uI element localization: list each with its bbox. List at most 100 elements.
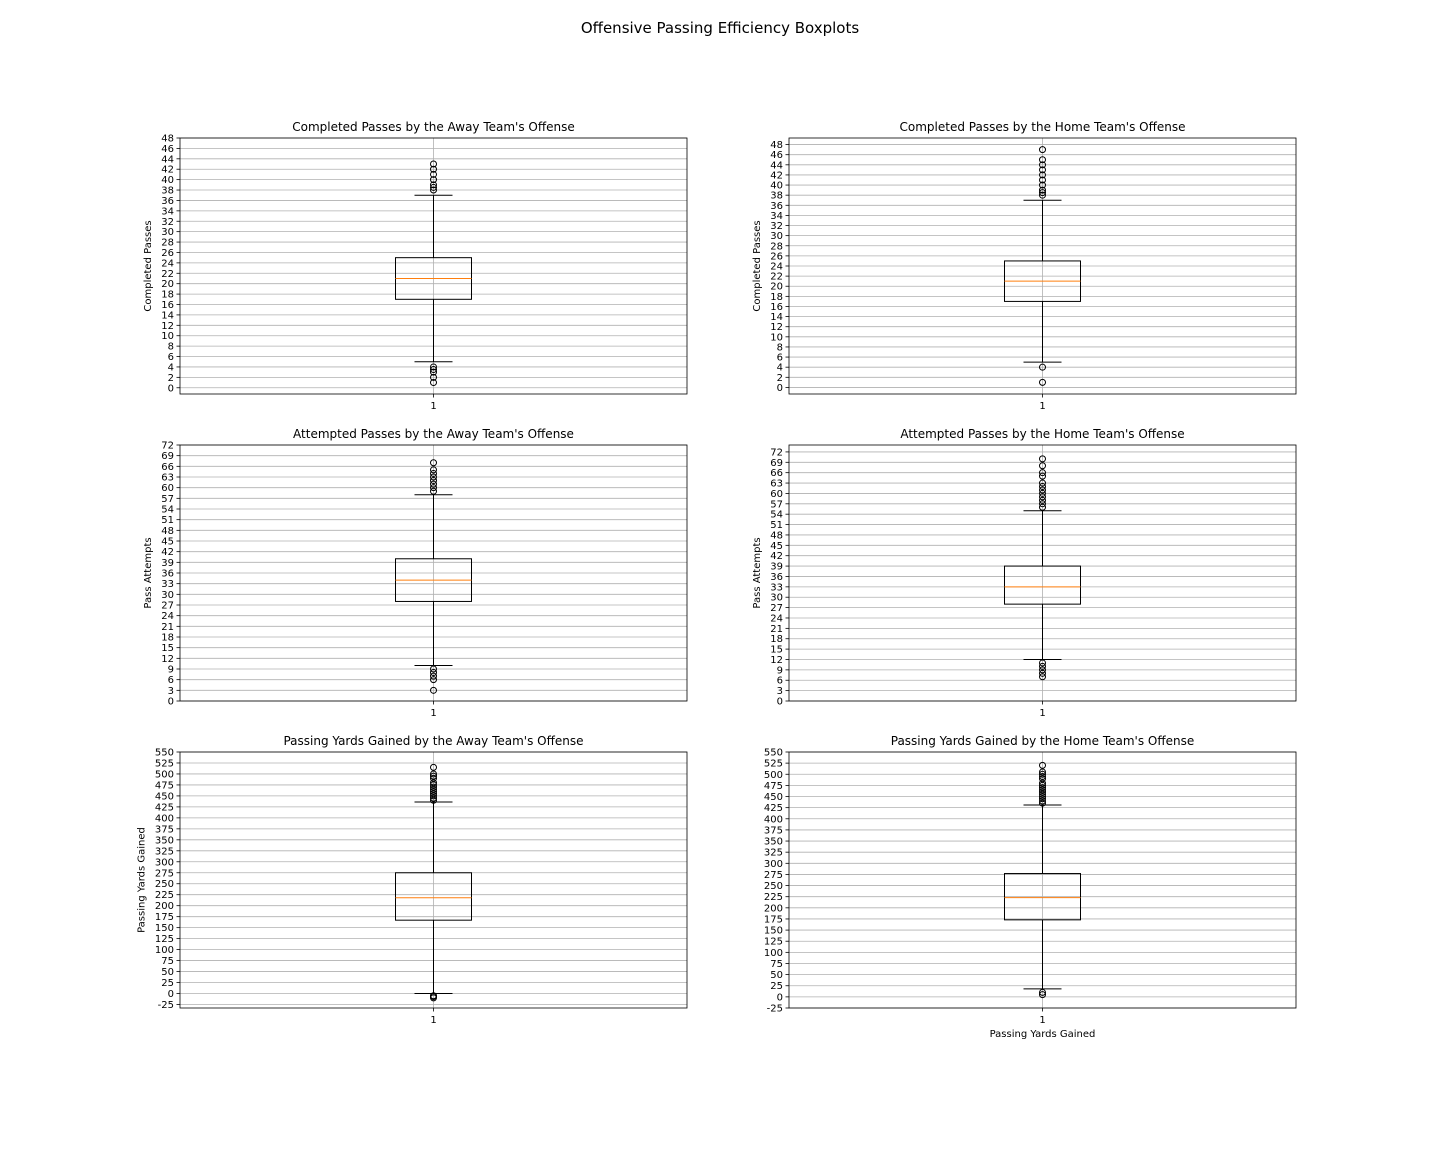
outlier-point — [430, 792, 437, 800]
outlier-point — [1039, 493, 1046, 501]
y-tick-label: 150 — [155, 923, 174, 934]
y-tick-label: 14 — [770, 312, 783, 323]
y-tick-label: 21 — [161, 622, 174, 633]
x-tick-label: 1 — [1039, 1015, 1045, 1026]
outlier-point — [430, 669, 437, 677]
y-axis-label: Pass Attempts — [143, 537, 154, 608]
outlier-point — [430, 368, 437, 376]
iqr-box — [1004, 873, 1081, 921]
y-tick-label: 525 — [764, 759, 783, 770]
y-tick-label: 45 — [161, 537, 174, 548]
outlier-point — [1039, 790, 1046, 798]
y-tick-label: 8 — [777, 342, 783, 353]
outlier-point — [430, 783, 437, 791]
outlier-point — [1039, 363, 1046, 371]
outlier-point — [430, 165, 437, 173]
outlier-point — [1039, 772, 1046, 780]
outlier-point — [430, 480, 437, 488]
y-tick-label: 42 — [161, 165, 174, 176]
y-tick-label: 0 — [777, 697, 783, 708]
y-tick-label: 6 — [168, 675, 174, 686]
y-tick-label: 36 — [770, 572, 783, 583]
y-tick-label: 26 — [161, 248, 174, 259]
outlier-point — [1039, 186, 1046, 194]
outlier-point — [430, 373, 437, 381]
y-tick-label: 350 — [155, 835, 174, 846]
y-tick-label: 36 — [161, 196, 174, 207]
y-tick-label: 46 — [770, 150, 783, 161]
y-tick-label: 325 — [155, 846, 174, 857]
outlier-point — [1039, 795, 1046, 803]
y-tick-label: 225 — [155, 890, 174, 901]
y-tick-label: 500 — [764, 770, 783, 781]
outlier-point — [1039, 788, 1046, 796]
subplot-title: Passing Yards Gained by the Home Team's … — [891, 734, 1194, 748]
outlier-point — [1039, 479, 1046, 487]
y-tick-label: 18 — [161, 633, 174, 644]
y-tick-label: 18 — [161, 290, 174, 301]
outlier-point — [1039, 489, 1046, 497]
y-tick-label: 8 — [168, 342, 174, 353]
boxplot-panel-4: 0369121518212427303336394245485154576063… — [752, 427, 1297, 719]
y-tick-label: 38 — [770, 191, 783, 202]
outlier-point — [1039, 659, 1046, 667]
outlier-point — [430, 992, 437, 1000]
axes-frame — [179, 444, 688, 702]
y-tick-label: 40 — [770, 181, 783, 192]
y-tick-label: 12 — [161, 321, 174, 332]
outlier-point — [1039, 799, 1046, 807]
x-tick-label: 1 — [1039, 708, 1045, 719]
outlier-point — [1039, 176, 1046, 184]
outlier-point — [430, 790, 437, 798]
y-tick-label: 42 — [161, 547, 174, 558]
outlier-point — [1039, 770, 1046, 778]
outlier-point — [430, 469, 437, 477]
y-tick-label: 63 — [770, 479, 783, 490]
outlier-point — [430, 160, 437, 168]
y-tick-label: 15 — [770, 645, 783, 656]
boxplot-panel-3: 0369121518212427303336394245485154576063… — [143, 427, 688, 719]
y-tick-label: 12 — [770, 655, 783, 666]
outlier-point — [430, 796, 437, 804]
outlier-point — [430, 770, 437, 778]
y-tick-label: 10 — [161, 331, 174, 342]
outlier-point — [1039, 378, 1046, 386]
y-tick-label: 44 — [161, 154, 174, 165]
x-tick-label: 1 — [430, 708, 436, 719]
y-tick-label: 12 — [161, 654, 174, 665]
y-tick-label: 54 — [770, 510, 783, 521]
y-tick-label: 75 — [161, 956, 174, 967]
y-tick-label: 30 — [161, 590, 174, 601]
outlier-point — [1039, 662, 1046, 670]
y-tick-label: 16 — [770, 302, 783, 313]
y-tick-label: 39 — [770, 562, 783, 573]
y-tick-label: 14 — [161, 310, 174, 321]
y-tick-label: 27 — [770, 603, 783, 614]
y-tick-label: 26 — [770, 251, 783, 262]
y-tick-label: 34 — [770, 211, 783, 222]
outlier-point — [430, 379, 437, 387]
y-tick-label: 125 — [764, 937, 783, 948]
y-tick-label: 20 — [161, 279, 174, 290]
y-tick-label: 9 — [777, 665, 783, 676]
outlier-point — [430, 186, 437, 194]
y-tick-label: 275 — [764, 870, 783, 881]
y-tick-label: 22 — [770, 272, 783, 283]
y-tick-label: 32 — [770, 221, 783, 232]
y-tick-label: 275 — [155, 868, 174, 879]
y-tick-label: 50 — [161, 967, 174, 978]
outlier-point — [1039, 669, 1046, 677]
y-tick-label: 42 — [770, 170, 783, 181]
outlier-point — [1039, 469, 1046, 477]
outlier-point — [430, 788, 437, 796]
axes-frame — [788, 751, 1297, 1009]
y-tick-label: 28 — [770, 241, 783, 252]
y-tick-label: 21 — [770, 624, 783, 635]
outlier-point — [430, 686, 437, 694]
outlier-point — [1039, 793, 1046, 801]
y-axis-label: Completed Passes — [752, 220, 763, 311]
y-tick-label: 4 — [777, 363, 783, 374]
outlier-point — [1039, 483, 1046, 491]
y-tick-label: 300 — [155, 857, 174, 868]
